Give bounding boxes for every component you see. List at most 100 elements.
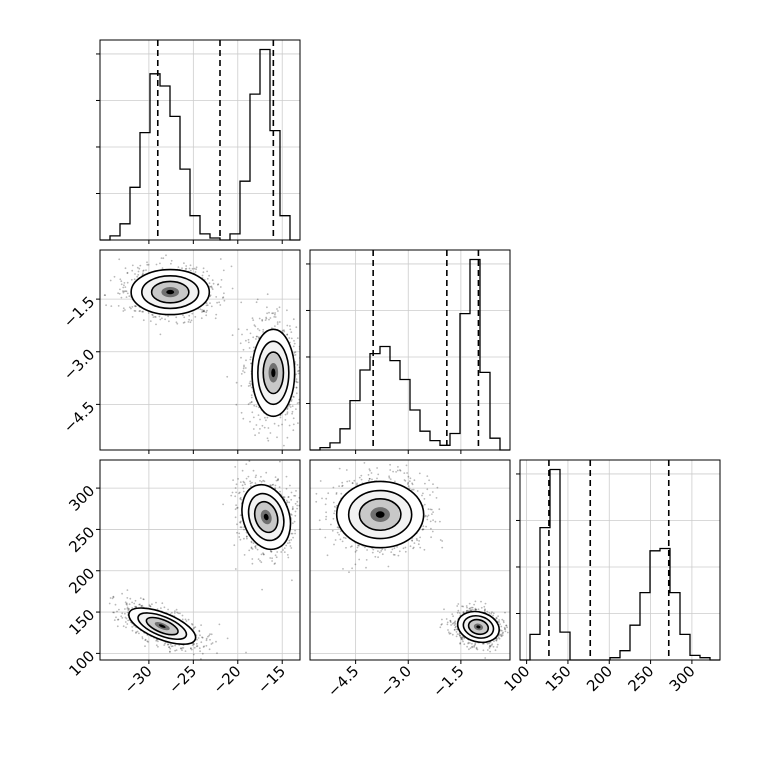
scatter-point	[140, 605, 143, 608]
scatter-point	[201, 636, 203, 639]
scatter-point	[285, 487, 288, 490]
scatter-point	[308, 365, 310, 367]
scatter-point	[216, 301, 219, 304]
scatter-point	[255, 338, 257, 340]
scatter-point	[185, 620, 188, 622]
scatter-point	[174, 610, 176, 612]
scatter-point	[295, 386, 298, 389]
scatter-point	[273, 316, 276, 318]
scatter-point	[252, 319, 255, 321]
scatter-point	[252, 428, 255, 430]
scatter-point	[407, 485, 410, 487]
scatter-point	[356, 482, 358, 485]
scatter-point	[239, 342, 242, 345]
scatter-point	[441, 546, 444, 549]
histogram-panel-1	[96, 39, 301, 241]
scatter-point	[295, 378, 298, 380]
scatter-point	[341, 540, 344, 543]
scatter-point	[403, 479, 406, 481]
scatter-point	[488, 642, 491, 645]
scatter-point	[330, 523, 332, 526]
scatter-point	[432, 519, 434, 521]
scatter-point	[254, 482, 257, 484]
scatter-point	[290, 331, 293, 333]
scatter-point	[488, 647, 491, 649]
scatter-point	[355, 549, 358, 552]
scatter-point	[248, 549, 251, 552]
scatter-point	[342, 568, 344, 570]
scatter-point	[290, 539, 293, 541]
scatter-point	[506, 626, 508, 629]
scatter-point	[173, 612, 176, 614]
scatter-point	[291, 410, 294, 413]
scatter-point	[495, 639, 498, 642]
scatter-point	[293, 340, 295, 342]
scatter-point	[338, 533, 340, 536]
scatter-point	[170, 645, 173, 648]
scatter-point	[139, 603, 141, 606]
scatter-point	[126, 272, 129, 274]
scatter-point	[194, 316, 197, 318]
scatter-point	[294, 510, 297, 513]
scatter-point	[384, 549, 386, 551]
contour-line	[257, 340, 290, 406]
scatter-point	[182, 314, 184, 317]
scatter-point	[146, 263, 149, 266]
scatter-point	[234, 508, 237, 511]
scatter-point	[290, 498, 293, 501]
scatter-point	[181, 649, 183, 651]
scatter-point	[272, 483, 275, 486]
scatter-point	[460, 638, 463, 640]
scatter-point	[279, 416, 282, 419]
scatter-point	[134, 599, 137, 602]
scatter-point	[193, 267, 196, 270]
scatter-point	[241, 469, 244, 472]
scatter-point	[208, 648, 211, 651]
scatter-point	[495, 616, 498, 619]
scatter-point	[486, 610, 489, 613]
scatter-point	[200, 317, 203, 320]
scatter-point	[344, 537, 347, 539]
scatter-point	[324, 536, 327, 539]
scatter-point	[294, 529, 296, 532]
scatter-point	[381, 548, 384, 551]
scatter-point	[238, 532, 241, 535]
scatter-point	[105, 304, 107, 307]
scatter-point	[293, 396, 295, 398]
scatter-point	[176, 322, 179, 325]
scatter-point	[124, 267, 127, 270]
scatter-point	[353, 479, 356, 482]
scatter-point	[288, 405, 290, 407]
scatter-point	[171, 645, 174, 647]
scatter-point	[264, 416, 266, 419]
scatter-point	[284, 419, 287, 421]
scatter-point	[184, 618, 187, 621]
scatter-point	[124, 616, 127, 619]
scatter-point	[161, 602, 164, 605]
scatter-point	[144, 638, 147, 641]
scatter-point	[449, 619, 452, 622]
scatter-point	[239, 521, 241, 523]
scatter-point	[269, 550, 272, 552]
scatter-point	[295, 386, 298, 389]
scatter-point	[252, 542, 255, 545]
scatter-point	[301, 559, 303, 561]
scatter-point	[211, 279, 214, 282]
scatter-point	[424, 514, 427, 517]
scatter-point	[205, 314, 208, 317]
scatter-point	[201, 311, 203, 313]
scatter-point	[214, 317, 217, 320]
scatter-point	[138, 603, 141, 606]
scatter-point	[412, 546, 415, 549]
scatter-point	[131, 626, 134, 628]
scatter-point	[175, 649, 178, 651]
scatter-point	[394, 480, 396, 483]
scatter-point	[198, 647, 201, 650]
scatter-point	[253, 324, 256, 326]
scatter-point	[292, 423, 295, 426]
scatter-point	[290, 337, 293, 340]
scatter-point	[189, 264, 192, 267]
scatter-point	[467, 641, 470, 644]
scatter-point	[276, 479, 279, 482]
scatter-point	[283, 444, 285, 447]
